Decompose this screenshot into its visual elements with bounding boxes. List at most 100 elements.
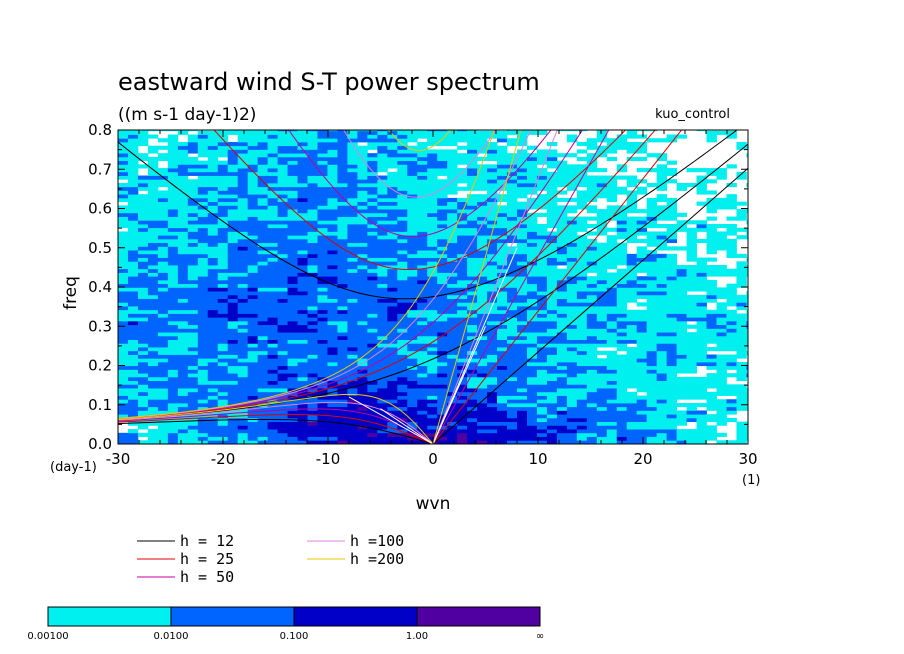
contour-cell bbox=[257, 216, 269, 221]
contour-cell bbox=[487, 216, 498, 221]
contour-cell bbox=[257, 309, 269, 314]
contour-cell bbox=[287, 354, 298, 359]
contour-cell bbox=[417, 190, 428, 195]
contour-cell bbox=[147, 283, 159, 288]
contour-cell bbox=[357, 313, 368, 318]
contour-cell bbox=[167, 145, 179, 150]
contour-cell bbox=[167, 339, 179, 344]
contour-cell bbox=[297, 425, 308, 430]
contour-cell bbox=[517, 279, 528, 285]
contour-cell bbox=[307, 298, 318, 303]
contour-cell bbox=[497, 145, 508, 150]
contour-cell bbox=[556, 197, 568, 203]
contour-cell bbox=[487, 421, 498, 426]
contour-cell bbox=[716, 287, 727, 292]
contour-cell bbox=[277, 343, 288, 348]
contour-cell bbox=[137, 246, 149, 251]
contour-cell bbox=[367, 175, 378, 180]
contour-cell bbox=[377, 194, 388, 199]
contour-cell bbox=[307, 212, 318, 217]
contour-cell bbox=[167, 432, 179, 437]
contour-cell bbox=[427, 417, 438, 423]
contour-cell bbox=[177, 436, 189, 441]
contour-cell bbox=[197, 432, 209, 437]
contour-cell bbox=[257, 395, 269, 400]
contour-cell bbox=[646, 265, 658, 270]
contour-cell bbox=[377, 417, 388, 423]
contour-cell bbox=[337, 227, 348, 232]
contour-cell bbox=[517, 194, 528, 199]
contour-cell bbox=[367, 332, 378, 337]
contour-cell bbox=[507, 130, 518, 135]
contour-cell bbox=[736, 361, 747, 367]
contour-cell bbox=[606, 261, 618, 266]
contour-cell bbox=[147, 388, 159, 393]
contour-cell bbox=[327, 190, 338, 195]
contour-cell bbox=[187, 272, 199, 277]
contour-cell bbox=[327, 306, 338, 311]
contour-cell bbox=[167, 253, 179, 258]
contour-cell bbox=[307, 156, 318, 162]
contour-cell bbox=[417, 168, 428, 173]
contour-cell bbox=[646, 168, 658, 173]
contour-cell bbox=[317, 138, 328, 143]
contour-cell bbox=[576, 320, 588, 326]
contour-cell bbox=[556, 235, 568, 240]
contour-cell bbox=[427, 134, 438, 139]
contour-cell bbox=[576, 141, 588, 147]
contour-cell bbox=[477, 253, 488, 258]
contour-cell bbox=[507, 287, 518, 292]
contour-cell bbox=[147, 429, 159, 434]
contour-cell bbox=[187, 130, 199, 132]
contour-cell bbox=[307, 399, 318, 404]
contour-cell bbox=[277, 231, 288, 236]
contour-cell bbox=[586, 268, 598, 273]
contour-cell bbox=[267, 361, 278, 367]
contour-cell bbox=[417, 149, 428, 154]
contour-cell bbox=[177, 343, 189, 348]
contour-cell bbox=[347, 339, 358, 344]
contour-cell bbox=[467, 425, 478, 430]
contour-cell bbox=[207, 440, 219, 444]
contour-cell bbox=[207, 153, 219, 158]
contour-cell bbox=[407, 153, 418, 158]
contour-cell bbox=[407, 354, 418, 359]
contour-cell bbox=[606, 369, 618, 374]
contour-cell bbox=[277, 291, 288, 296]
contour-cell bbox=[287, 332, 298, 337]
contour-cell bbox=[237, 261, 249, 266]
contour-cell bbox=[137, 197, 149, 203]
contour-cell bbox=[177, 365, 189, 370]
contour-cell bbox=[736, 216, 747, 221]
contour-cell bbox=[387, 134, 398, 139]
contour-cell bbox=[297, 130, 308, 135]
contour-cell bbox=[347, 156, 358, 162]
contour-cell bbox=[207, 227, 219, 232]
contour-cell bbox=[118, 235, 129, 240]
contour-cell bbox=[457, 302, 468, 307]
contour-cell bbox=[167, 347, 179, 352]
contour-cell bbox=[616, 347, 628, 352]
contour-cell bbox=[177, 194, 189, 199]
contour-cell bbox=[157, 231, 169, 236]
contour-cell bbox=[686, 354, 697, 359]
contour-cell bbox=[526, 175, 538, 180]
contour-cell bbox=[497, 309, 508, 314]
contour-cell bbox=[257, 205, 269, 210]
contour-cell bbox=[397, 287, 408, 292]
contour-cell bbox=[666, 432, 677, 437]
contour-cell bbox=[357, 194, 368, 199]
contour-cell bbox=[267, 376, 278, 382]
contour-cell bbox=[187, 294, 199, 299]
contour-cell bbox=[736, 332, 747, 337]
contour-cell bbox=[207, 339, 219, 344]
contour-cell bbox=[287, 317, 298, 322]
contour-cell bbox=[367, 339, 378, 344]
contour-cell bbox=[237, 369, 249, 374]
contour-cell bbox=[267, 164, 278, 169]
contour-cell bbox=[118, 268, 129, 273]
contour-cell bbox=[118, 149, 129, 154]
contour-cell bbox=[247, 153, 259, 158]
contour-cell bbox=[217, 164, 229, 169]
contour-cell bbox=[656, 406, 668, 411]
